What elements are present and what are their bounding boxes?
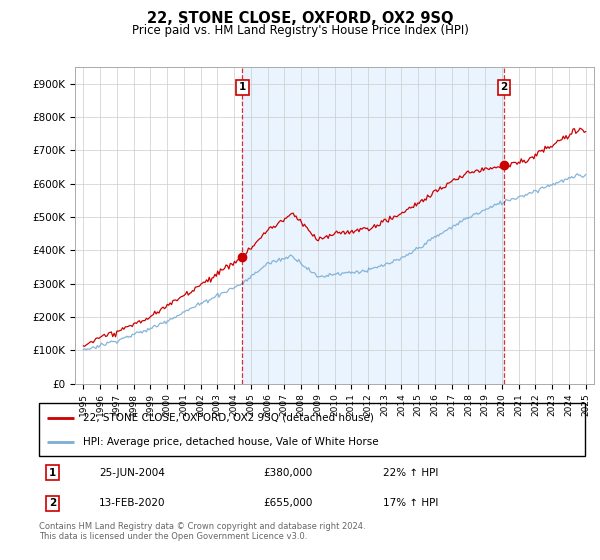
Text: £655,000: £655,000 — [263, 498, 312, 508]
Bar — [242, 67, 504, 384]
Text: 22% ↑ HPI: 22% ↑ HPI — [383, 468, 439, 478]
Text: 2: 2 — [500, 82, 508, 92]
Text: 22, STONE CLOSE, OXFORD, OX2 9SQ: 22, STONE CLOSE, OXFORD, OX2 9SQ — [147, 11, 453, 26]
Text: 1: 1 — [49, 468, 56, 478]
Text: £380,000: £380,000 — [263, 468, 312, 478]
Text: Price paid vs. HM Land Registry's House Price Index (HPI): Price paid vs. HM Land Registry's House … — [131, 24, 469, 37]
Text: 17% ↑ HPI: 17% ↑ HPI — [383, 498, 439, 508]
Text: Contains HM Land Registry data © Crown copyright and database right 2024.
This d: Contains HM Land Registry data © Crown c… — [39, 522, 365, 542]
Text: 1: 1 — [239, 82, 246, 92]
Text: 25-JUN-2004: 25-JUN-2004 — [99, 468, 165, 478]
Text: 13-FEB-2020: 13-FEB-2020 — [99, 498, 166, 508]
Text: 2: 2 — [49, 498, 56, 508]
Text: HPI: Average price, detached house, Vale of White Horse: HPI: Average price, detached house, Vale… — [83, 437, 379, 447]
Text: 22, STONE CLOSE, OXFORD, OX2 9SQ (detached house): 22, STONE CLOSE, OXFORD, OX2 9SQ (detach… — [83, 413, 374, 423]
